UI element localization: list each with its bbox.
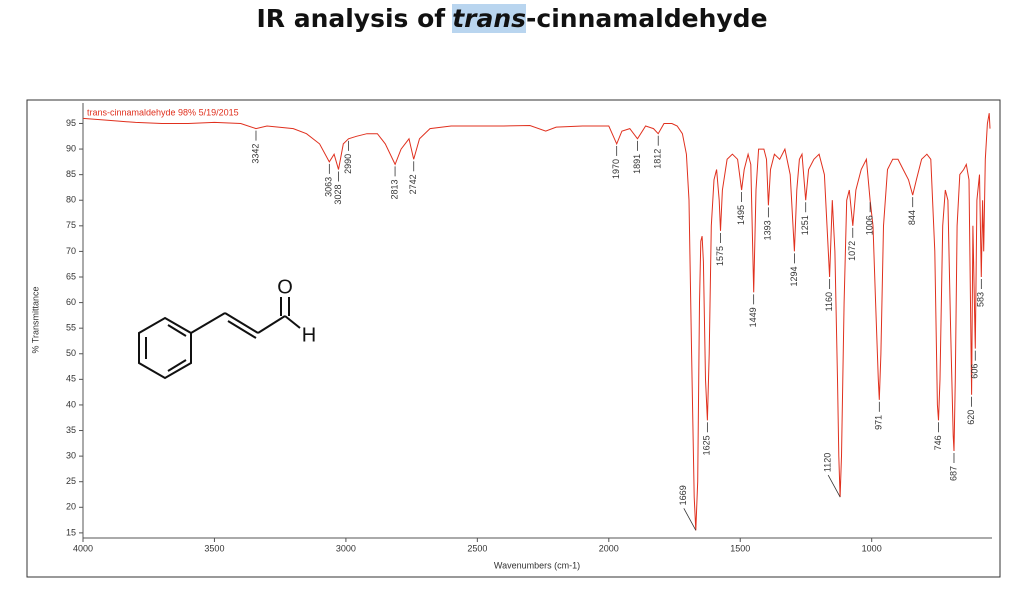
- molecule: [138, 297, 301, 380]
- y-tick-label: 50: [66, 348, 76, 358]
- peak-label: 2742: [408, 174, 418, 194]
- peak-label: 620: [966, 410, 976, 425]
- peak-label: 1120: [823, 453, 833, 472]
- peak-label: 1449: [748, 307, 758, 327]
- y-tick-label: 20: [66, 502, 76, 512]
- peak-label: 1625: [702, 435, 712, 455]
- peak-label: 1251: [800, 215, 810, 235]
- peak-label: 1393: [763, 220, 773, 240]
- y-tick-label: 70: [66, 246, 76, 256]
- chart-title: IR analysis of trans-cinnamaldehyde: [0, 4, 1024, 33]
- peak-label: 3063: [324, 177, 334, 197]
- x-tick-label: 1500: [730, 543, 750, 553]
- y-tick-label: 40: [66, 399, 76, 409]
- chart-frame: [26, 99, 1001, 578]
- peak-label: 687: [948, 466, 958, 481]
- peak-label: 606: [970, 364, 980, 379]
- y-tick-label: 75: [66, 220, 76, 230]
- peak-label: 1495: [736, 205, 746, 225]
- peak-label: 1669: [678, 485, 688, 505]
- y-tick-label: 65: [66, 271, 76, 281]
- peak-label: 1294: [789, 266, 799, 286]
- spectrum-line: [83, 113, 991, 531]
- x-tick-label: 4000: [73, 543, 93, 553]
- peak-label: 1812: [653, 149, 663, 169]
- title-part: IR analysis of: [256, 4, 446, 33]
- peak-label: 971: [874, 415, 884, 430]
- y-tick-label: 45: [66, 374, 76, 384]
- peak-label: 2813: [389, 179, 399, 199]
- x-axis-label: Wavenumbers (cm-1): [494, 560, 580, 570]
- y-tick-label: 55: [66, 323, 76, 333]
- peak-label: 844: [907, 210, 917, 225]
- series-label: trans-cinnamaldehyde 98% 5/19/2015: [87, 107, 239, 117]
- y-axis-label: % Transmittance: [30, 286, 40, 353]
- y-tick-label: 30: [66, 450, 76, 460]
- peak-label: 1006: [864, 215, 874, 235]
- peak-label: 3342: [250, 144, 260, 164]
- y-tick-label: 25: [66, 476, 76, 486]
- title-part: trans: [452, 4, 527, 33]
- y-tick-label: 60: [66, 297, 76, 307]
- title-part: -cinnamaldehyde: [526, 4, 768, 33]
- x-tick-label: 3000: [336, 543, 356, 553]
- y-tick-label: 90: [66, 143, 76, 153]
- peak-label: 583: [976, 292, 986, 307]
- peak-label: 2990: [343, 154, 353, 174]
- peak-label: 3028: [333, 185, 343, 205]
- y-tick-label: 95: [66, 118, 76, 128]
- y-tick-label: 80: [66, 195, 76, 205]
- peak-label: 1072: [847, 241, 857, 261]
- x-tick-label: 1000: [862, 543, 882, 553]
- y-tick-label: 35: [66, 425, 76, 435]
- y-tick-label: 15: [66, 527, 76, 537]
- x-tick-label: 3500: [204, 543, 224, 553]
- plot-area: [83, 113, 991, 531]
- x-tick-label: 2500: [467, 543, 487, 553]
- atom-label: O: [277, 276, 293, 298]
- peak-label: 1970: [611, 159, 621, 179]
- peak-leader: [683, 508, 697, 531]
- y-tick-label: 85: [66, 169, 76, 179]
- peak-label: 746: [933, 435, 943, 450]
- peak-label: 1891: [632, 154, 642, 174]
- peak-label: 1160: [824, 292, 834, 311]
- peak-label: 1575: [715, 246, 725, 266]
- peak-leader: [827, 474, 841, 498]
- atom-label: H: [302, 324, 316, 346]
- x-tick-label: 2000: [599, 543, 619, 553]
